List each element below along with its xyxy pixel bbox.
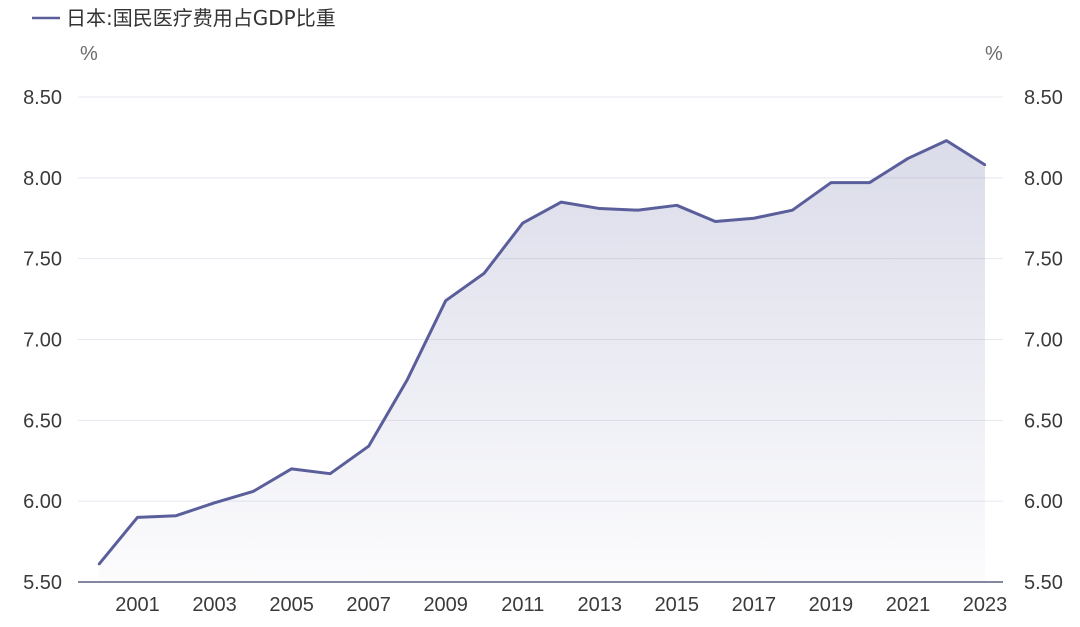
data-point-2017 bbox=[752, 217, 756, 220]
y-left-tick-label: 7.00 bbox=[23, 330, 62, 352]
series-polyline bbox=[97, 139, 986, 566]
x-tick-label: 2005 bbox=[269, 594, 314, 616]
legend: 日本:国民医疗费用占GDP比重 bbox=[32, 6, 336, 30]
y-left-tick-label: 8.00 bbox=[23, 168, 62, 190]
x-tick-label: 2011 bbox=[501, 594, 544, 616]
x-tick-label: 2007 bbox=[346, 594, 391, 616]
area-fill bbox=[99, 140, 985, 582]
data-point-2012 bbox=[560, 200, 563, 204]
area-path bbox=[99, 140, 985, 582]
y-right-tick-label: 7.50 bbox=[1024, 249, 1063, 271]
x-tick-label: 2001 bbox=[115, 594, 160, 616]
data-point-2022 bbox=[945, 139, 948, 142]
y-axis-right: 5.50 6.00 6.50 7.00 7.50 8.00 8.50 bbox=[1024, 87, 1063, 594]
y-left-unit: % bbox=[80, 43, 98, 65]
y-right-tick-label: 8.00 bbox=[1024, 168, 1063, 190]
y-left-tick-label: 6.50 bbox=[23, 410, 62, 432]
y-right-tick-label: 5.50 bbox=[1024, 572, 1063, 594]
x-tick-label: 2021 bbox=[886, 594, 931, 616]
data-point-2021 bbox=[906, 157, 910, 160]
x-tick-label: 2015 bbox=[655, 594, 700, 616]
data-point-2011 bbox=[521, 221, 524, 225]
data-point-2003 bbox=[213, 501, 216, 504]
data-point-2010 bbox=[483, 272, 486, 275]
data-point-2005 bbox=[290, 467, 293, 471]
y-right-tick-label: 6.00 bbox=[1024, 491, 1063, 513]
data-point-2014 bbox=[637, 208, 640, 212]
data-point-2013 bbox=[598, 207, 601, 210]
data-point-2016 bbox=[714, 220, 717, 223]
y-left-tick-label: 6.00 bbox=[23, 491, 62, 513]
x-axis-ticks: 2001 2003 2005 2007 2009 2011 2013 2015 2017 2019… bbox=[115, 594, 1007, 616]
data-point-2001 bbox=[136, 516, 139, 519]
x-tick-label: 2009 bbox=[423, 594, 468, 616]
legend-label: 日本:国民医疗费用占GDP比重 bbox=[66, 6, 336, 30]
x-tick-label: 2013 bbox=[578, 594, 623, 616]
series-line bbox=[97, 139, 987, 566]
data-point-2018 bbox=[791, 208, 794, 212]
y-left-tick-label: 7.50 bbox=[23, 249, 62, 271]
data-point-2007 bbox=[367, 445, 370, 448]
data-point-2020 bbox=[868, 181, 871, 184]
data-point-2004 bbox=[251, 490, 255, 493]
y-right-tick-label: 8.50 bbox=[1024, 87, 1063, 109]
y-axis-left: 5.50 6.00 6.50 7.00 7.50 8.00 8.50 bbox=[23, 87, 62, 594]
x-tick-label: 2003 bbox=[192, 594, 237, 616]
data-point-2019 bbox=[829, 181, 833, 184]
y-right-tick-label: 6.50 bbox=[1024, 410, 1063, 432]
data-point-2000 bbox=[97, 563, 101, 566]
x-tick-label: 2023 bbox=[963, 594, 1008, 616]
data-point-2008 bbox=[405, 378, 409, 382]
data-point-2015 bbox=[675, 204, 679, 207]
y-left-tick-label: 5.50 bbox=[23, 572, 62, 594]
y-right-unit: % bbox=[985, 43, 1003, 65]
data-point-2009 bbox=[444, 299, 447, 302]
data-point-2006 bbox=[328, 472, 332, 475]
y-right-tick-label: 7.00 bbox=[1024, 330, 1063, 352]
data-point-2023 bbox=[983, 163, 987, 167]
y-left-tick-label: 8.50 bbox=[23, 87, 62, 109]
data-point-2002 bbox=[174, 514, 178, 517]
x-tick-label: 2019 bbox=[809, 594, 854, 616]
x-tick-label: 2017 bbox=[732, 594, 777, 616]
